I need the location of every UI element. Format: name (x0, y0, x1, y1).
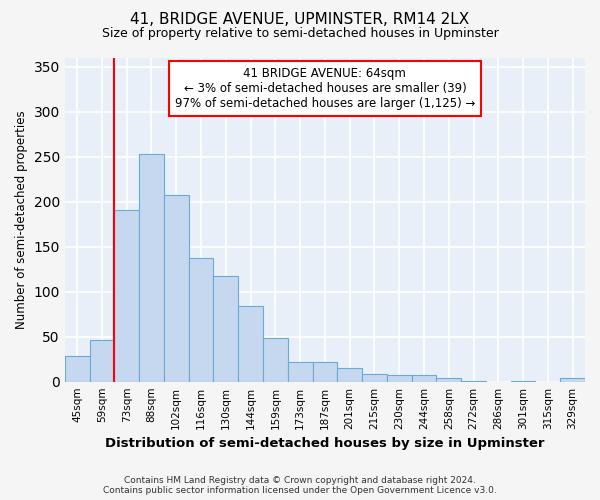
Bar (214, 276, 238, 382)
Bar (337, 368, 362, 382)
Bar (560, 378, 585, 382)
X-axis label: Distribution of semi-detached houses by size in Upminster: Distribution of semi-detached houses by … (105, 437, 545, 450)
Bar (89, 340, 115, 382)
Bar (313, 362, 337, 382)
Bar (387, 376, 412, 382)
Bar (436, 378, 461, 382)
Bar (65, 356, 89, 382)
Bar (412, 376, 436, 382)
Bar (164, 196, 188, 382)
Bar (238, 306, 263, 382)
Bar (461, 381, 486, 382)
Text: 41 BRIDGE AVENUE: 64sqm
← 3% of semi-detached houses are smaller (39)
97% of sem: 41 BRIDGE AVENUE: 64sqm ← 3% of semi-det… (175, 67, 475, 110)
Y-axis label: Number of semi-detached properties: Number of semi-detached properties (15, 110, 28, 329)
Bar (288, 362, 313, 382)
Bar (115, 210, 139, 382)
Bar (263, 338, 288, 382)
Text: 41, BRIDGE AVENUE, UPMINSTER, RM14 2LX: 41, BRIDGE AVENUE, UPMINSTER, RM14 2LX (130, 12, 470, 28)
Text: Size of property relative to semi-detached houses in Upminster: Size of property relative to semi-detach… (101, 28, 499, 40)
Bar (362, 374, 387, 382)
Bar (188, 258, 214, 382)
Text: Contains HM Land Registry data © Crown copyright and database right 2024.
Contai: Contains HM Land Registry data © Crown c… (103, 476, 497, 495)
Bar (511, 381, 535, 382)
Bar (139, 154, 164, 382)
